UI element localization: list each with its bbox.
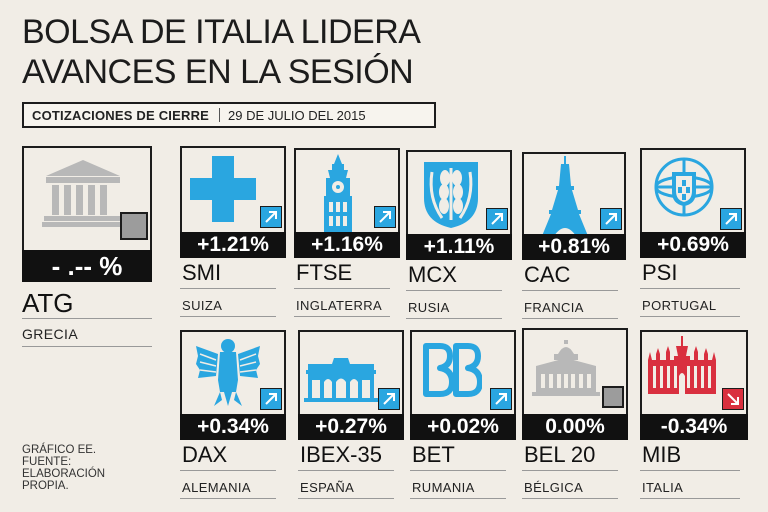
- divider: [640, 288, 740, 289]
- subheader-label: COTIZACIONES DE CIERRE: [32, 107, 210, 123]
- market-change: +0.34%: [180, 414, 286, 440]
- source-note: GRÁFICO EE. FUENTE: ELABORACIÓN PROPIA.: [22, 444, 105, 492]
- trend-down-icon: [722, 388, 744, 410]
- market-code: PSI: [642, 260, 678, 285]
- puerta-alcala-icon: [304, 358, 378, 402]
- footer-line: GRÁFICO EE.: [22, 444, 97, 456]
- market-change: -0.34%: [640, 414, 748, 440]
- trend-up-icon: [260, 206, 282, 228]
- divider: [180, 316, 276, 317]
- market-change: - .-- %: [22, 250, 152, 282]
- trend-up-icon: [374, 206, 396, 228]
- trend-flat-icon: [120, 212, 148, 240]
- market-country: ESPAÑA: [300, 480, 355, 495]
- trend-up-icon: [720, 208, 742, 230]
- market-change: 0.00%: [522, 414, 628, 440]
- divider: [410, 470, 506, 471]
- divider: [298, 470, 394, 471]
- footer-line: PROPIA.: [22, 480, 69, 492]
- title-line-2: AVANCES EN LA SESIÓN: [22, 53, 414, 91]
- trend-up-icon: [260, 388, 282, 410]
- subheader-date: 29 DE JULIO DEL 2015: [228, 107, 366, 123]
- eiffel-tower-icon: [542, 156, 588, 236]
- market-change: +1.11%: [406, 234, 512, 260]
- divider: [180, 470, 276, 471]
- divider: [640, 316, 740, 317]
- market-country: SUIZA: [182, 298, 223, 313]
- trend-up-icon: [486, 208, 508, 230]
- footer-line: FUENTE:: [22, 456, 72, 468]
- swiss-cross-icon: [190, 156, 256, 222]
- divider: [180, 498, 276, 499]
- market-code: MCX: [408, 262, 457, 287]
- market-change: +1.21%: [180, 232, 286, 258]
- market-country: ALEMANIA: [182, 480, 251, 495]
- divider: [22, 318, 152, 319]
- divider: [522, 498, 618, 499]
- market-change: +0.27%: [298, 414, 404, 440]
- market-code: CAC: [524, 262, 571, 287]
- divider: [180, 288, 276, 289]
- footer-line: ELABORACIÓN: [22, 468, 106, 480]
- subheader-divider: [219, 108, 221, 122]
- market-country: BÉLGICA: [524, 480, 584, 495]
- divider: [522, 318, 618, 319]
- portugal-shield-icon: [654, 157, 714, 217]
- market-code: IBEX-35: [300, 442, 382, 467]
- market-code: BET: [412, 442, 455, 467]
- divider: [406, 318, 502, 319]
- market-code: DAX: [182, 442, 228, 467]
- market-code: MIB: [642, 442, 682, 467]
- market-code: ATG: [22, 288, 74, 318]
- market-country: FRANCIA: [524, 300, 584, 315]
- divider: [640, 498, 740, 499]
- big-ben-icon: [324, 154, 352, 232]
- subheader-bar: COTIZACIONES DE CIERRE 29 DE JULIO DEL 2…: [22, 102, 436, 128]
- market-country: RUSIA: [408, 300, 450, 315]
- trend-flat-icon: [602, 386, 624, 408]
- divider: [22, 346, 152, 347]
- market-code: BEL 20: [524, 442, 596, 467]
- market-code: FTSE: [296, 260, 353, 285]
- divider: [640, 470, 740, 471]
- belgian-palace-icon: [532, 340, 600, 396]
- market-change: +0.69%: [640, 232, 746, 258]
- divider: [406, 290, 502, 291]
- divider: [294, 316, 390, 317]
- divider: [522, 290, 618, 291]
- market-change: +1.16%: [294, 232, 400, 258]
- german-eagle-icon: [196, 339, 260, 406]
- market-change: +0.02%: [410, 414, 516, 440]
- bvb-logo-icon: [423, 343, 482, 397]
- market-country: ITALIA: [642, 480, 684, 495]
- milan-cathedral-icon: [648, 336, 716, 394]
- market-country: GRECIA: [22, 326, 79, 342]
- market-code: SMI: [182, 260, 222, 285]
- title-line-1: BOLSA DE ITALIA LIDERA: [22, 13, 421, 51]
- divider: [410, 498, 506, 499]
- page-title: BOLSA DE ITALIA LIDERA AVANCES EN LA SES…: [22, 12, 421, 92]
- market-change: +0.81%: [522, 234, 626, 260]
- market-country: INGLATERRA: [296, 298, 383, 313]
- divider: [298, 498, 394, 499]
- divider: [294, 288, 390, 289]
- trend-up-icon: [600, 208, 622, 230]
- divider: [522, 470, 618, 471]
- trend-up-icon: [490, 388, 512, 410]
- greek-temple-icon: [42, 160, 124, 227]
- wheat-emblem-icon: [424, 162, 478, 228]
- trend-up-icon: [378, 388, 400, 410]
- market-country: PORTUGAL: [642, 298, 717, 313]
- market-country: RUMANIA: [412, 480, 475, 495]
